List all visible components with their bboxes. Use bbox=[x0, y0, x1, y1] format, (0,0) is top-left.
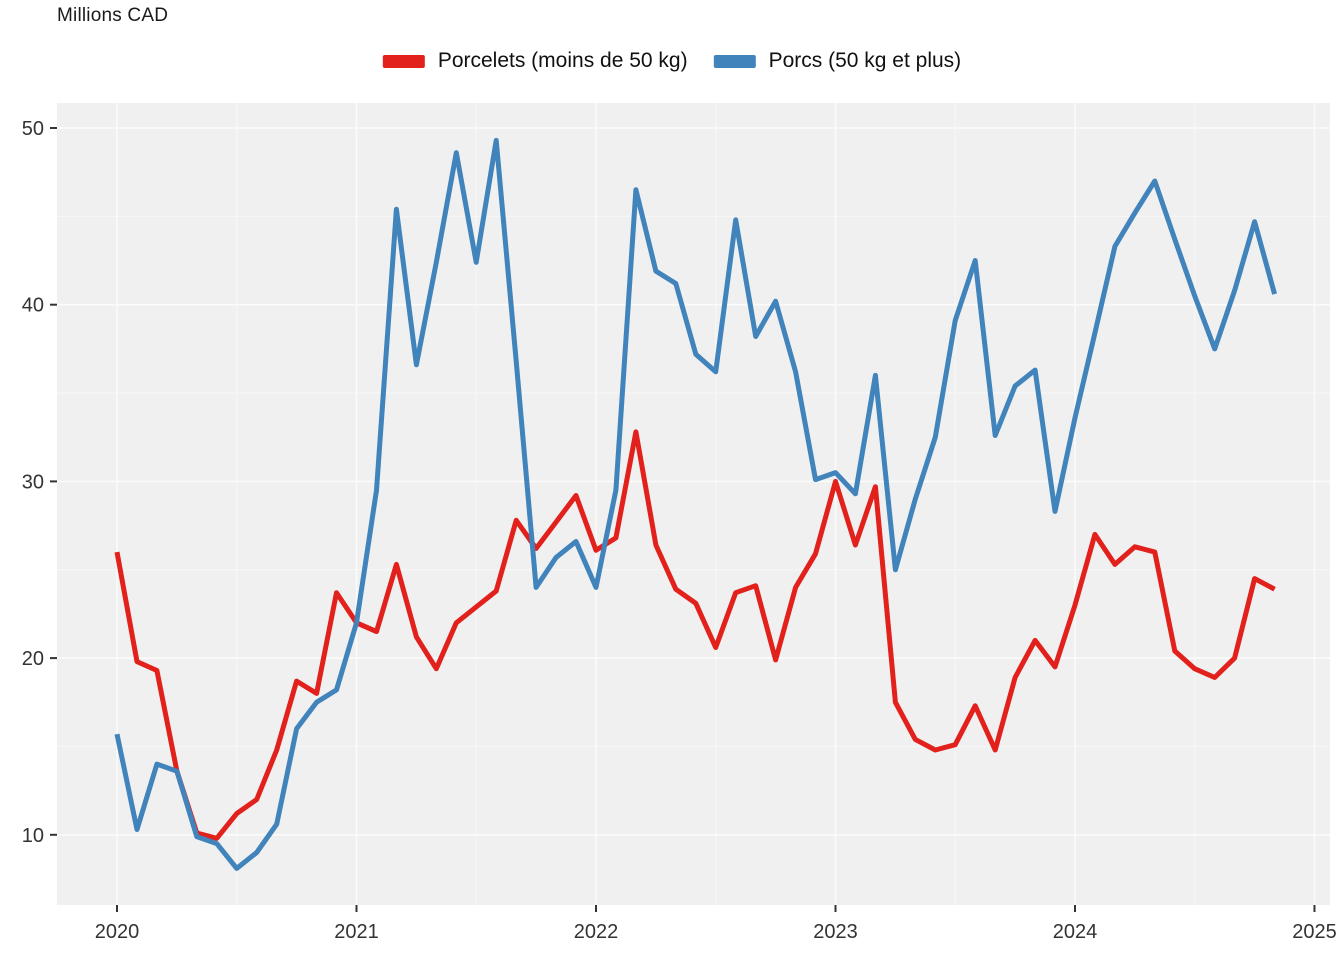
chart-title: Millions CAD bbox=[57, 5, 169, 26]
svg-text:20: 20 bbox=[22, 648, 44, 670]
legend-swatch-porcs-icon bbox=[713, 54, 756, 68]
legend: Porcelets (moins de 50 kg) Porcs (50 kg … bbox=[382, 49, 962, 73]
svg-text:30: 30 bbox=[22, 471, 44, 493]
legend-item-porcelets: Porcelets (moins de 50 kg) bbox=[382, 49, 688, 73]
legend-swatch-porcelets-icon bbox=[382, 54, 425, 68]
svg-text:2022: 2022 bbox=[574, 921, 619, 943]
legend-label-porcelets: Porcelets (moins de 50 kg) bbox=[437, 49, 688, 72]
svg-text:2020: 2020 bbox=[95, 921, 140, 943]
legend-item-porcs: Porcs (50 kg et plus) bbox=[713, 49, 962, 73]
svg-text:40: 40 bbox=[22, 295, 44, 317]
svg-text:2024: 2024 bbox=[1053, 921, 1098, 943]
svg-text:2021: 2021 bbox=[334, 921, 379, 943]
svg-text:50: 50 bbox=[22, 118, 44, 140]
svg-text:10: 10 bbox=[22, 825, 44, 847]
svg-text:2023: 2023 bbox=[813, 921, 858, 943]
legend-label-porcs: Porcs (50 kg et plus) bbox=[768, 49, 962, 72]
svg-text:2025: 2025 bbox=[1292, 921, 1337, 943]
